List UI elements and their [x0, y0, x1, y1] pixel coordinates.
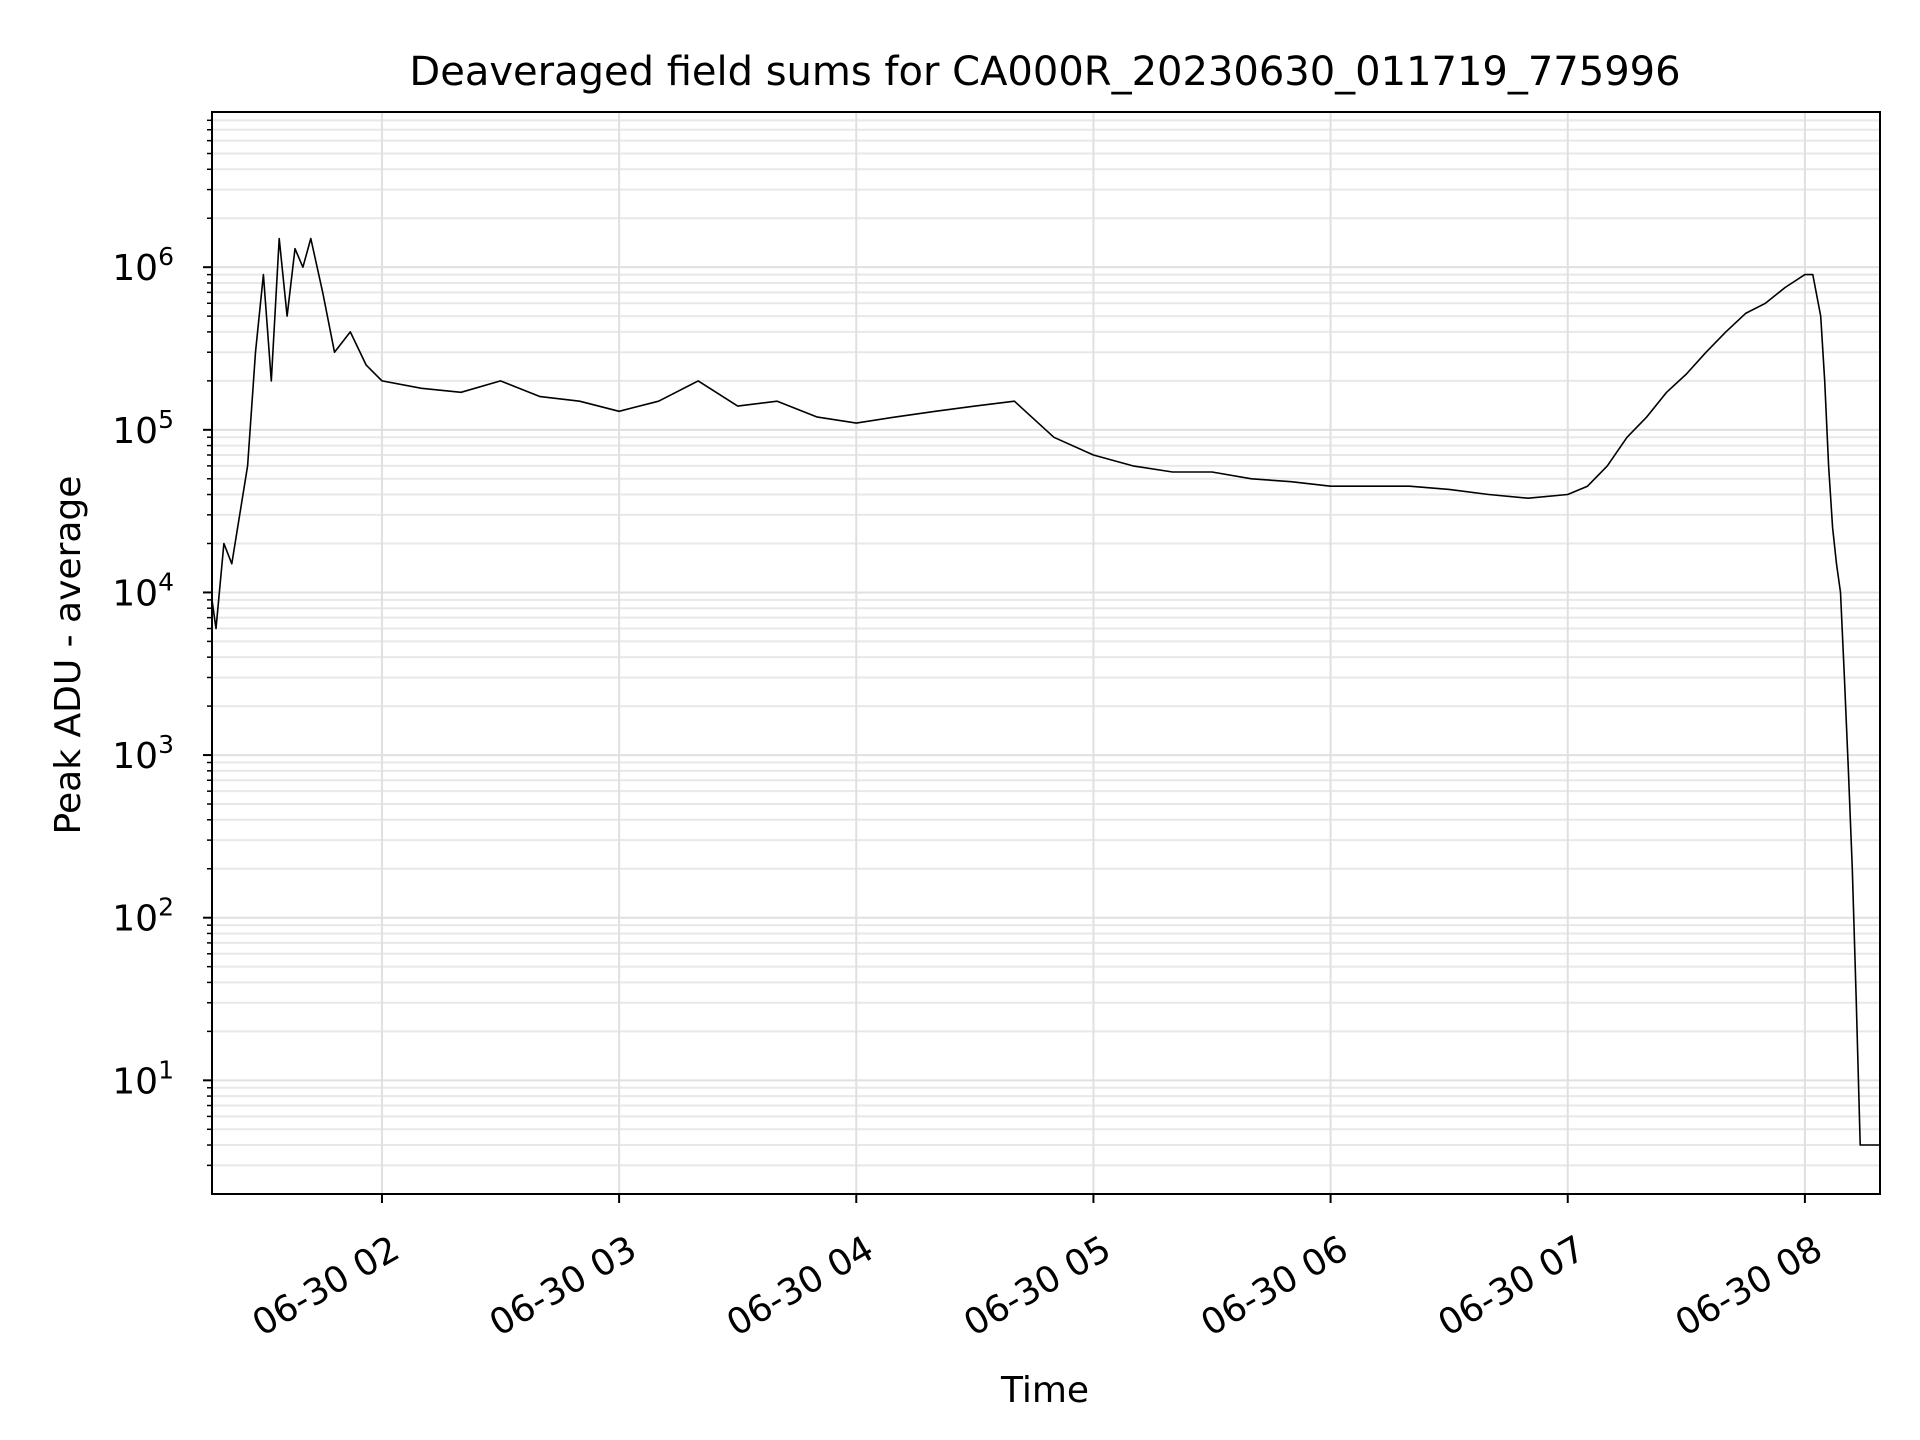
x-axis-label: Time: [1000, 1370, 1089, 1411]
series-layer: [211, 237, 1880, 1146]
series-line: [211, 237, 1880, 1146]
y-tick-label: 102: [112, 893, 174, 940]
y-tick-label: 105: [112, 405, 174, 452]
y-tick-label: 101: [112, 1055, 174, 1102]
y-tick-label: 106: [112, 242, 174, 289]
plot-frame: [211, 111, 1881, 1195]
y-tick-label: 104: [112, 567, 174, 614]
chart-title: Deaveraged field sums for CA000R_2023063…: [409, 49, 1680, 95]
grid: [212, 112, 1880, 1194]
y-tick-label: 103: [112, 730, 174, 777]
y-axis-label: Peak ADU - average: [48, 476, 89, 835]
